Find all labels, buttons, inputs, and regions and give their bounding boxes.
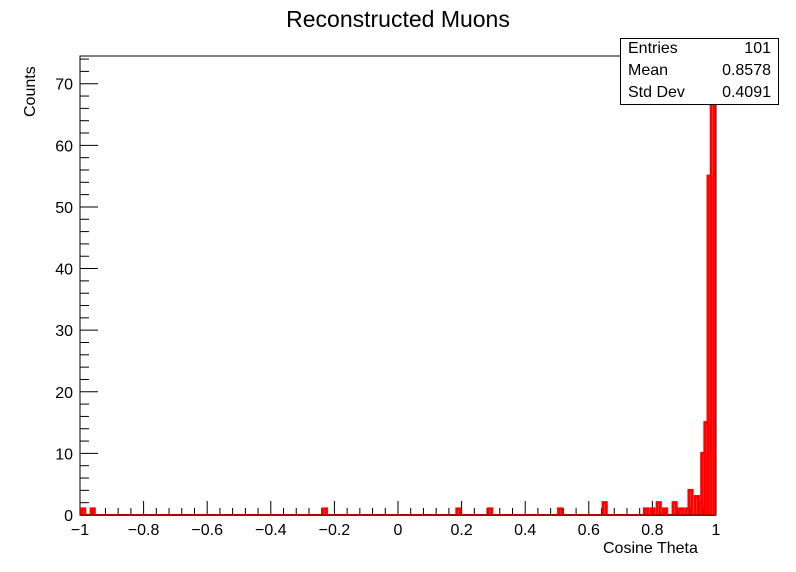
stats-entries-label: Entries bbox=[628, 40, 678, 57]
y-axis-label: Counts bbox=[22, 66, 39, 117]
x-tick-label: −0.2 bbox=[319, 522, 351, 539]
y-tick-label: 0 bbox=[64, 508, 73, 525]
y-tick-label: 50 bbox=[55, 200, 73, 217]
stats-entries-value: 101 bbox=[744, 40, 771, 57]
histogram-bin bbox=[321, 507, 328, 515]
stats-mean-value: 0.8578 bbox=[722, 62, 771, 79]
chart-title: Reconstructed Muons bbox=[286, 6, 510, 32]
x-axis-tick-labels: −1 −0.8 −0.6 −0.4 −0.2 0 0.2 0.4 0.6 0.8 1 bbox=[71, 522, 721, 539]
stats-box: Entries 101 Mean 0.8578 Std Dev 0.4091 bbox=[620, 38, 779, 105]
histogram-bin bbox=[642, 507, 650, 515]
histogram-bin bbox=[671, 501, 678, 515]
x-tick-label: 0 bbox=[394, 522, 403, 539]
y-tick-label: 30 bbox=[55, 323, 73, 340]
x-tick-label: −0.8 bbox=[128, 522, 160, 539]
x-tick-label: 0.6 bbox=[578, 522, 600, 539]
stats-stddev-label: Std Dev bbox=[628, 84, 685, 101]
x-tick-label: 0.2 bbox=[450, 522, 472, 539]
histogram-bin bbox=[557, 507, 564, 515]
x-tick-label: 1 bbox=[712, 522, 721, 539]
y-tick-label: 70 bbox=[55, 77, 73, 94]
y-axis-ticks bbox=[80, 58, 98, 516]
y-tick-label: 60 bbox=[55, 138, 73, 155]
y-axis-tick-labels: 0 10 20 30 40 50 60 70 bbox=[55, 77, 73, 525]
histogram-bin bbox=[677, 507, 685, 515]
x-axis-ticks bbox=[79, 501, 717, 515]
histogram-bin bbox=[687, 488, 694, 515]
stats-mean-row: Mean 0.8578 bbox=[621, 61, 778, 83]
histogram-bin bbox=[649, 507, 656, 515]
stats-stddev-row: Std Dev 0.4091 bbox=[621, 83, 778, 105]
histogram-bin bbox=[487, 507, 494, 515]
y-tick-label: 20 bbox=[55, 385, 73, 402]
x-tick-label: −0.4 bbox=[255, 522, 287, 539]
stats-stddev-value: 0.4091 bbox=[722, 84, 771, 101]
x-tick-label: −0.6 bbox=[191, 522, 223, 539]
histogram-bin bbox=[662, 507, 669, 515]
x-tick-label: 0.4 bbox=[514, 522, 536, 539]
plot-frame bbox=[79, 55, 717, 516]
histogram-bin bbox=[601, 501, 608, 515]
x-axis-label: Cosine Theta bbox=[603, 540, 698, 557]
histogram-bin bbox=[655, 501, 662, 515]
y-tick-label: 40 bbox=[55, 262, 73, 279]
histogram-bin bbox=[455, 507, 462, 515]
x-tick-label: −1 bbox=[71, 522, 89, 539]
histogram-bin bbox=[80, 507, 87, 515]
stats-entries-row: Entries 101 bbox=[621, 39, 778, 61]
y-tick-label: 10 bbox=[55, 446, 73, 463]
histogram-bin bbox=[89, 507, 96, 515]
x-tick-label: 0.8 bbox=[641, 522, 663, 539]
stats-mean-label: Mean bbox=[628, 62, 669, 79]
